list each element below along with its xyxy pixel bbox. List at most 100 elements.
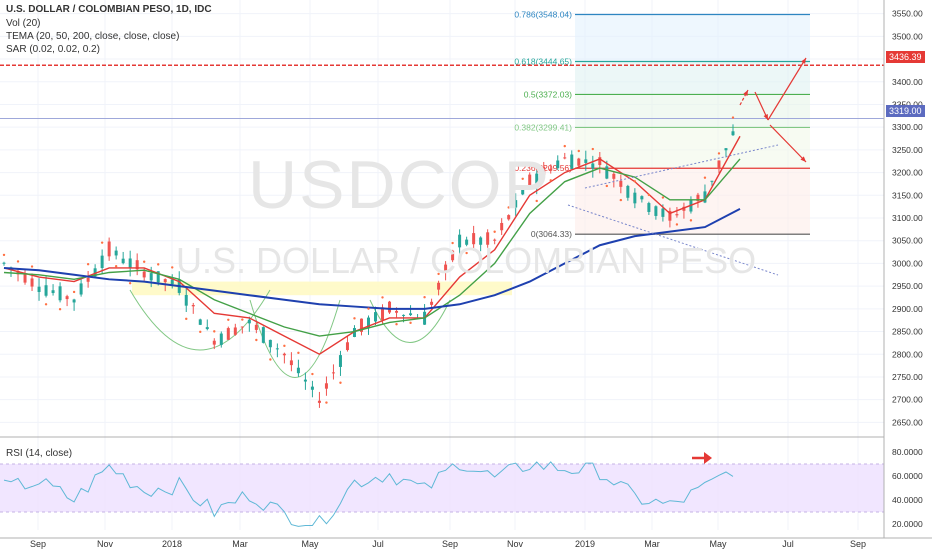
candle-body [710, 180, 714, 182]
candle-body [409, 313, 413, 316]
candle-body [542, 166, 546, 175]
candle-body [338, 355, 342, 367]
sar-dot [269, 358, 272, 361]
price-tick: 2750.00 [892, 372, 923, 382]
candle-body [493, 239, 497, 241]
time-tick: 2018 [162, 539, 182, 549]
sar-dot [395, 322, 398, 326]
price-tick: 2900.00 [892, 304, 923, 314]
candle-body [661, 208, 665, 217]
price-tick: 3350.00 [892, 99, 923, 109]
candle-body [591, 163, 595, 169]
candle-body [142, 271, 146, 278]
candle-body [79, 283, 83, 295]
candle-body [654, 206, 658, 216]
candle-body [556, 160, 560, 169]
candle-body [626, 185, 630, 198]
projection-arrow [769, 124, 807, 163]
sar-dot [409, 321, 412, 325]
rsi-band [0, 464, 884, 512]
sar-dot [157, 263, 160, 266]
fib-zone [575, 94, 810, 128]
sar-dot [493, 230, 496, 233]
candle-body [240, 326, 244, 328]
sar-dot [72, 290, 76, 294]
candle-body [23, 274, 27, 283]
candle-body [296, 367, 300, 374]
sar-dot [30, 265, 34, 268]
candle-body [345, 342, 349, 351]
sar-dot [185, 317, 188, 321]
candle-body [65, 296, 69, 300]
sar-dot [731, 116, 735, 119]
price-axis [884, 0, 932, 550]
candle-body [114, 250, 118, 256]
sar-dot [703, 176, 707, 179]
candle-body [430, 301, 434, 305]
candle-body [388, 301, 392, 313]
sar-dot [297, 351, 300, 355]
candle-body [514, 200, 518, 208]
tema-20-line [3, 135, 741, 356]
candle-body [633, 192, 637, 204]
sar-dot [16, 260, 20, 263]
indicator-vol[interactable]: Vol (20) [6, 18, 41, 29]
fib-level-label: 0.618(3444.65) [514, 56, 572, 66]
candle-body [226, 328, 230, 340]
candle-body [303, 379, 307, 382]
candle-body [612, 173, 616, 179]
indicator-tema[interactable]: TEMA (20, 50, 200, close, close, close) [6, 31, 180, 42]
candle-body [72, 299, 76, 303]
candle-body [233, 327, 237, 335]
candle-body [535, 173, 539, 186]
candle-body [324, 383, 328, 389]
candle-body [444, 264, 448, 272]
time-tick: Mar [644, 539, 660, 549]
sar-dot [521, 177, 524, 181]
candle-body [289, 360, 293, 366]
projection-arrow [739, 89, 749, 106]
price-tick: 2950.00 [892, 281, 923, 291]
pattern-arc [369, 299, 451, 343]
sar-dot [647, 193, 651, 197]
candle-body [451, 250, 455, 261]
watermark-ticker: USDCOP [248, 147, 551, 223]
fib-level-label: 0.5(3372.03) [524, 89, 572, 99]
indicator-sar[interactable]: SAR (0.02, 0.02, 0.2) [6, 44, 100, 55]
candle-body [310, 386, 314, 390]
candle-body [205, 327, 209, 330]
candle-body [100, 255, 104, 269]
time-tick: May [301, 539, 319, 549]
candle-body [563, 157, 567, 159]
sar-dot [689, 219, 693, 222]
target-price-label: 3436.39 [886, 51, 925, 63]
price-tick: 3000.00 [892, 258, 923, 268]
sar-dot [44, 303, 48, 306]
sar-dot [142, 260, 146, 263]
candle-body [58, 286, 62, 301]
sar-dot [241, 318, 244, 321]
candle-body [682, 206, 686, 211]
sar-dot [2, 253, 6, 257]
pattern-arc [249, 299, 341, 378]
candle-body [37, 286, 41, 293]
candle-body [366, 317, 370, 329]
candle-body [16, 270, 20, 275]
projection-arrow [767, 57, 807, 121]
sar-dot [171, 266, 174, 269]
rsi-tick: 40.0000 [892, 495, 923, 505]
sar-dot [339, 381, 342, 384]
rsi-label[interactable]: RSI (14, close) [6, 448, 73, 459]
candle-body [486, 232, 490, 245]
price-tick: 3050.00 [892, 236, 923, 246]
candle-body [51, 290, 55, 294]
channel-line-lower [567, 204, 779, 276]
fib-level-label: 0.786(3548.04) [514, 10, 572, 20]
fib-zone [575, 61, 810, 95]
last-price-label: 3319.00 [886, 105, 925, 117]
candle-body [156, 271, 160, 283]
fib-zone [575, 127, 810, 169]
candle-body [254, 324, 258, 330]
candle-body [212, 340, 216, 345]
